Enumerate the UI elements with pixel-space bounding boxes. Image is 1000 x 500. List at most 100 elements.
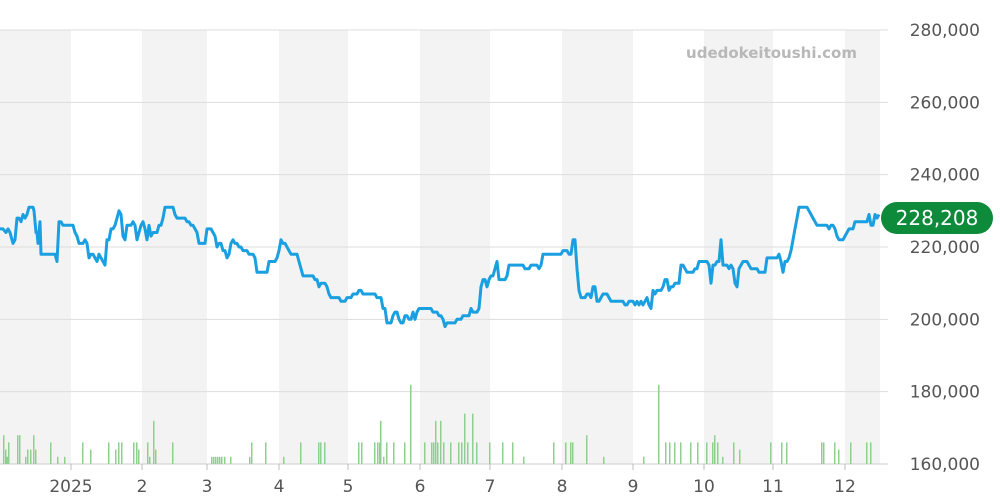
volume-bar [669, 442, 671, 464]
current-price-label: 228,208 [896, 206, 979, 230]
volume-bar [870, 442, 872, 464]
volume-bar [706, 442, 708, 464]
x-tick-label: 11 [762, 477, 784, 497]
y-tick-label: 260,000 [910, 93, 980, 113]
volume-bar [697, 442, 699, 464]
volume-bar [358, 442, 360, 464]
x-tick-label: 9 [628, 477, 639, 497]
volume-bar [712, 442, 714, 464]
volume-bars [3, 384, 872, 464]
volume-bar [6, 456, 8, 464]
volume-bar [138, 449, 140, 464]
y-tick-label: 200,000 [910, 310, 980, 330]
volume-bar [35, 449, 37, 464]
y-axis: 160,000 180,000 200,000 220,000 240,000 260,0… [910, 21, 980, 475]
x-tick-label: 2025 [49, 477, 92, 497]
x-tick-label: 3 [202, 477, 213, 497]
volume-bar [643, 456, 645, 464]
volume-bar [283, 456, 285, 464]
volume-bar [230, 456, 232, 464]
volume-bar [553, 442, 555, 464]
volume-bar [251, 442, 253, 464]
volume-bar [781, 442, 783, 464]
volume-bar [440, 420, 442, 464]
volume-bar [850, 442, 852, 464]
volume-bar [320, 442, 322, 464]
volume-bar [714, 435, 716, 464]
volume-bar [17, 435, 19, 464]
volume-bar [680, 442, 682, 464]
volume-bar [50, 442, 52, 464]
x-tick-label: 12 [834, 477, 856, 497]
volume-bar [404, 442, 406, 464]
current-price-badge: 228,208 [881, 202, 993, 234]
volume-bar [27, 449, 29, 464]
volume-bar [717, 442, 719, 464]
volume-bar [318, 442, 320, 464]
volume-bar [665, 442, 667, 464]
volume-bar [361, 442, 363, 464]
volume-bar [464, 413, 466, 464]
volume-bar [476, 442, 478, 464]
volume-bar [30, 449, 32, 464]
volume-bar [393, 442, 395, 464]
volume-bar [410, 384, 412, 464]
volume-bar [437, 442, 439, 464]
volume-bar [472, 413, 474, 464]
volume-bar [377, 442, 379, 464]
volume-bar [3, 435, 5, 464]
volume-bar [133, 442, 135, 464]
y-tick-label: 220,000 [910, 238, 980, 258]
volume-bar [153, 420, 155, 464]
volume-bar [838, 449, 840, 464]
volume-bar [172, 442, 174, 464]
volume-bar [324, 442, 326, 464]
volume-bar [383, 456, 385, 464]
volume-bar [866, 442, 868, 464]
volume-bar [424, 442, 426, 464]
volume-bar [25, 456, 27, 464]
volume-bar [5, 449, 7, 464]
x-tick-label: 4 [274, 477, 285, 497]
volume-bar [213, 456, 215, 464]
volume-bar [64, 456, 66, 464]
volume-bar [217, 456, 219, 464]
volume-bar [467, 442, 469, 464]
x-tick-label: 10 [693, 477, 715, 497]
x-axis: 2025 2 3 4 5 6 7 8 9 10 11 12 [49, 464, 856, 497]
x-tick-label: 6 [415, 477, 426, 497]
volume-bar [265, 442, 267, 464]
volume-bar [386, 442, 388, 464]
volume-bar [658, 384, 660, 464]
volume-bar [219, 456, 221, 464]
volume-bar [674, 442, 676, 464]
volume-bar [374, 442, 376, 464]
volume-bar [770, 442, 772, 464]
y-tick-label: 240,000 [910, 166, 980, 186]
volume-bar [215, 456, 217, 464]
x-tick-label: 5 [343, 477, 354, 497]
volume-bar [249, 456, 251, 464]
volume-bar [155, 449, 157, 464]
volume-bar [149, 456, 151, 464]
volume-bar [512, 442, 514, 464]
price-line [0, 205, 881, 329]
volume-bar [690, 442, 692, 464]
volume-bar [57, 456, 59, 464]
volume-bar [823, 442, 825, 464]
volume-bar [121, 442, 123, 464]
volume-bar [115, 449, 117, 464]
volume-bar [786, 442, 788, 464]
x-tick-label: 2 [137, 477, 148, 497]
volume-bar [136, 442, 138, 464]
volume-bar [379, 442, 381, 464]
volume-bar [90, 449, 92, 464]
current-price-badge-bg [881, 202, 993, 234]
volume-bar [147, 442, 149, 464]
volume-bar [224, 456, 226, 464]
volume-bar [118, 442, 120, 464]
volume-bar [108, 442, 110, 464]
volume-bar [33, 435, 35, 464]
volume-bar [82, 442, 84, 464]
